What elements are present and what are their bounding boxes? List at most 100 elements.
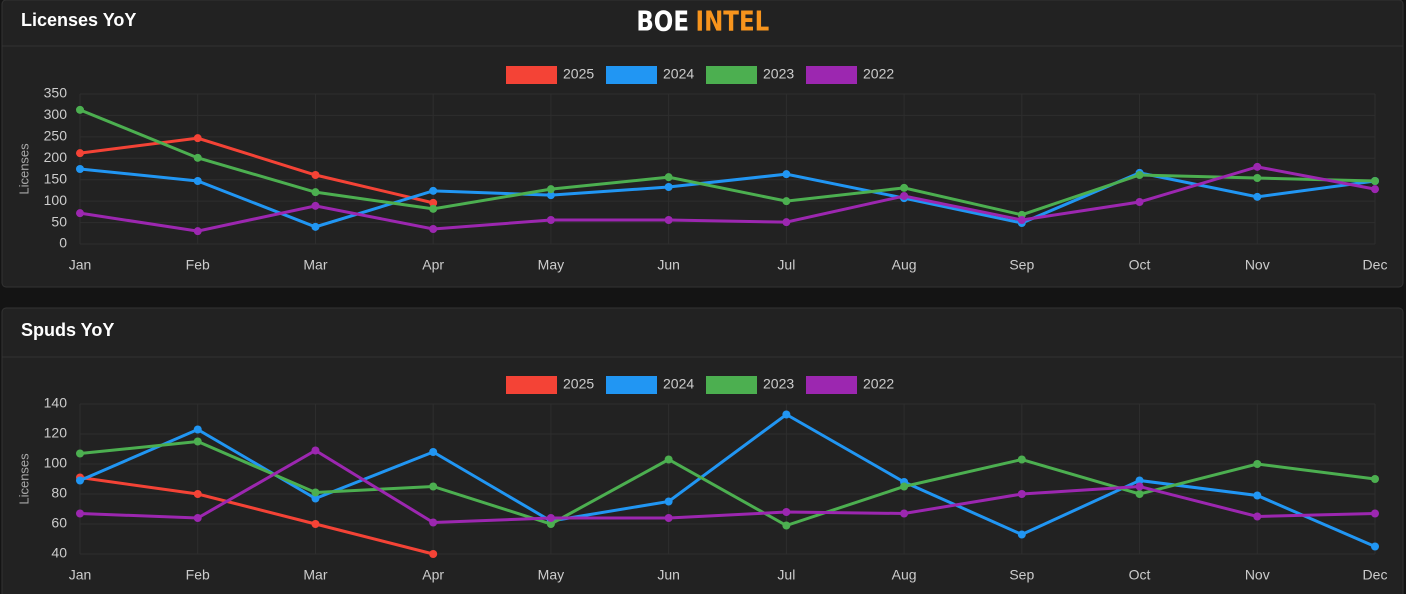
legend-label: 2022 [863, 376, 894, 392]
x-tick-label: Apr [422, 567, 444, 583]
series-line [79, 136, 434, 205]
data-point [900, 192, 909, 200]
x-tick-label: Sep [1009, 257, 1034, 273]
data-point [76, 209, 84, 218]
y-tick-label: 0 [59, 235, 67, 251]
x-tick-label: Aug [892, 257, 917, 273]
data-point [193, 227, 202, 236]
data-point [546, 185, 555, 194]
data-point [664, 455, 673, 464]
data-point [429, 198, 438, 207]
data-point [1017, 490, 1026, 498]
legend-swatch [706, 66, 757, 84]
y-tick-label: 100 [44, 455, 68, 471]
data-point [311, 201, 320, 210]
data-point [1135, 476, 1144, 485]
legend-swatch [506, 376, 557, 394]
x-tick-label: Jan [69, 567, 92, 583]
data-point [1017, 216, 1026, 224]
x-tick-label: Mar [303, 257, 327, 273]
x-tick-label: Apr [422, 257, 444, 273]
data-point [429, 448, 438, 456]
data-point [1253, 162, 1262, 171]
x-tick-label: Jun [657, 567, 680, 583]
y-tick-label: 300 [44, 106, 68, 122]
y-tick-label: 120 [44, 425, 68, 441]
data-point [429, 482, 438, 491]
legend-label: 2023 [763, 66, 794, 82]
x-tick-label: Oct [1129, 257, 1151, 273]
x-tick-label: Oct [1129, 567, 1151, 583]
data-point [546, 514, 555, 522]
data-point [782, 521, 791, 530]
data-point [429, 225, 438, 233]
data-point [1253, 512, 1262, 521]
x-tick-label: Dec [1363, 567, 1388, 583]
data-point [193, 134, 202, 143]
data-point [1253, 460, 1262, 468]
data-point [429, 518, 438, 527]
data-point [193, 425, 202, 434]
data-point [76, 165, 84, 173]
data-point [193, 514, 202, 522]
data-point [193, 437, 202, 446]
data-point [311, 446, 320, 455]
data-point [546, 216, 555, 224]
legend-label: 2024 [663, 376, 694, 392]
legend-swatch [606, 376, 657, 394]
data-point [900, 509, 909, 518]
y-tick-label: 250 [44, 128, 68, 144]
legend-swatch [506, 66, 557, 84]
y-tick-label: 50 [51, 213, 67, 229]
y-axis-label: Licenses [16, 453, 31, 505]
data-point [1371, 177, 1379, 185]
data-point [782, 508, 791, 516]
data-point [76, 449, 84, 458]
series-line [79, 165, 1376, 233]
legend-label: 2022 [863, 66, 894, 82]
series-line [79, 476, 434, 556]
x-tick-label: Feb [186, 257, 210, 273]
data-point [1017, 455, 1026, 464]
logo: BOE INTEL [636, 6, 769, 39]
legend-label: 2023 [763, 376, 794, 392]
data-point [1135, 490, 1144, 498]
data-point [193, 153, 202, 162]
data-point [193, 177, 202, 185]
data-point [1371, 542, 1379, 551]
data-point [311, 494, 320, 503]
legend-swatch [706, 376, 757, 394]
data-point [664, 183, 673, 191]
y-axis-label: Licenses [16, 143, 31, 195]
data-point [1253, 491, 1262, 500]
y-tick-label: 80 [51, 485, 67, 501]
series-line [79, 412, 1376, 548]
data-point [782, 170, 791, 179]
data-point [1017, 530, 1026, 539]
data-point [782, 197, 791, 206]
y-tick-label: 150 [44, 170, 68, 186]
legend-label: 2025 [563, 66, 594, 82]
data-point [1135, 171, 1144, 179]
data-point [76, 509, 84, 518]
x-tick-label: Jun [657, 257, 680, 273]
data-point [311, 171, 320, 179]
data-point [76, 105, 84, 114]
y-tick-label: 60 [51, 515, 67, 531]
data-point [193, 490, 202, 498]
data-point [1371, 185, 1379, 194]
data-point [311, 520, 320, 528]
logo-right: INTEL [696, 6, 770, 39]
x-tick-label: Dec [1363, 257, 1388, 273]
logo-left: BOE [636, 6, 689, 39]
x-tick-label: Jul [777, 257, 795, 273]
series-line [79, 108, 1376, 217]
y-tick-label: 140 [44, 395, 68, 411]
x-tick-label: Aug [892, 567, 917, 583]
x-tick-label: Feb [186, 567, 210, 583]
legend-swatch [806, 376, 857, 394]
data-point [1253, 192, 1262, 201]
data-point [900, 482, 909, 491]
data-point [1253, 174, 1262, 182]
